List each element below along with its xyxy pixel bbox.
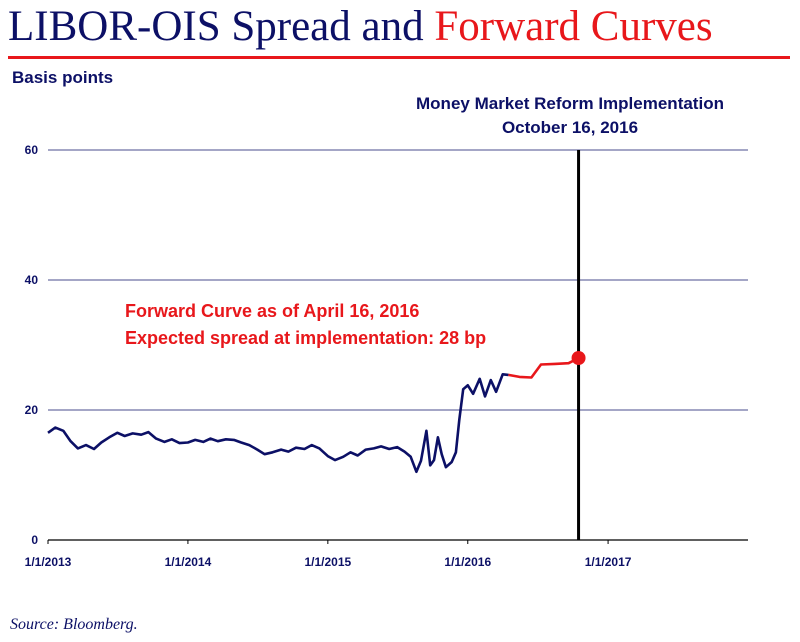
- forward-curve-annotation: Forward Curve as of April 16, 2016 Expec…: [125, 298, 486, 352]
- x-tick-label: 1/1/2013: [25, 555, 72, 569]
- event-label-line2: October 16, 2016: [501, 118, 639, 137]
- forward-curve-line: [508, 356, 580, 379]
- annotation-line2: Expected spread at implementation: 28 bp: [125, 328, 487, 348]
- page-title: LIBOR-OIS Spread and Forward Curves: [8, 2, 713, 52]
- x-tick-label: 1/1/2015: [304, 555, 351, 569]
- annotation-line1: Forward Curve as of April 16, 2016: [125, 301, 420, 321]
- x-tick-label: 1/1/2017: [585, 555, 632, 569]
- y-tick-label: 60: [25, 143, 39, 157]
- event-label: Money Market Reform Implementation Octob…: [350, 92, 790, 140]
- source-note: Source: Bloomberg.: [10, 616, 138, 633]
- y-tick-label: 0: [31, 533, 38, 547]
- event-label-line1: Money Market Reform Implementation: [416, 94, 724, 113]
- title-accent: Forward Curves: [434, 3, 713, 50]
- expected-spread-marker: [571, 351, 586, 365]
- x-tick-label: 1/1/2016: [444, 555, 491, 569]
- y-tick-label: 40: [25, 273, 39, 287]
- title-underline: [8, 56, 790, 59]
- x-tick-label: 1/1/2014: [165, 555, 212, 569]
- y-tick-label: 20: [25, 403, 39, 417]
- y-axis-label: Basis points: [12, 68, 114, 87]
- title-main: LIBOR-OIS Spread and: [8, 3, 435, 50]
- libor-ois-spread-line: [47, 372, 509, 474]
